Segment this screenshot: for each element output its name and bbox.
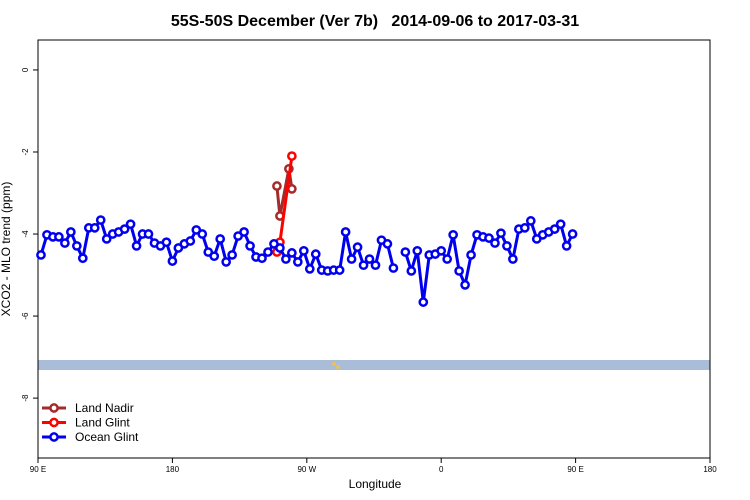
legend-label: Ocean Glint: [75, 430, 139, 444]
y-tick-label: -2: [21, 148, 30, 156]
y-tick-label: -6: [21, 312, 30, 320]
data-point: [227, 250, 237, 260]
legend-marker: [49, 403, 59, 413]
data-point: [197, 229, 208, 239]
data-point: [442, 254, 453, 264]
x-tick-label: 90 E: [567, 465, 583, 474]
data-point: [161, 237, 172, 248]
data-point: [131, 241, 142, 251]
data-point: [287, 184, 297, 194]
legend-marker: [49, 432, 59, 442]
data-point: [292, 257, 303, 267]
y-tick-label: -4: [21, 230, 30, 238]
data-point: [334, 265, 345, 275]
data-point: [496, 228, 506, 239]
y-tick-label: 0: [21, 67, 30, 72]
x-axis-label: Longitude: [349, 477, 402, 491]
reference-band: [38, 360, 710, 370]
data-point: [304, 264, 315, 274]
data-point: [185, 236, 196, 246]
data-point: [54, 232, 64, 242]
data-point: [466, 250, 476, 260]
data-point: [502, 241, 512, 251]
data-point: [525, 216, 536, 226]
data-point: [272, 181, 282, 191]
x-tick-label: 90 W: [297, 465, 316, 474]
legend-marker: [49, 417, 59, 428]
data-point: [508, 254, 518, 264]
data-point: [406, 266, 417, 276]
data-point: [263, 247, 273, 257]
data-point: [101, 234, 112, 244]
data-point: [549, 224, 560, 234]
data-point: [143, 229, 154, 239]
data-point: [287, 151, 297, 161]
legend-label: Land Nadir: [75, 401, 134, 415]
data-point: [71, 241, 82, 251]
data-point: [555, 219, 566, 230]
x-tick-label: 0: [439, 465, 444, 474]
data-point: [436, 245, 447, 256]
reference-dot: [332, 362, 336, 366]
data-point: [221, 257, 232, 267]
data-point: [310, 249, 321, 259]
data-point: [412, 245, 423, 256]
data-point: [298, 245, 309, 256]
data-point: [519, 223, 530, 233]
data-point: [400, 247, 411, 257]
data-point: [239, 227, 249, 237]
x-tick-label: 180: [703, 465, 717, 474]
series-line: [275, 168, 294, 217]
legend-label: Land Glint: [75, 416, 130, 430]
x-tick-label: 90 E: [30, 465, 46, 474]
y-axis-label: XCO2 - MLO trend (ppm): [0, 182, 13, 317]
data-point: [215, 234, 226, 244]
data-point: [245, 241, 255, 251]
data-point: [567, 229, 578, 239]
data-point: [66, 227, 76, 237]
data-point: [448, 229, 458, 240]
data-point: [454, 266, 464, 276]
data-point: [209, 251, 220, 262]
data-point: [60, 238, 70, 248]
data-point: [281, 254, 291, 264]
data-point: [125, 219, 136, 230]
y-tick-label: -8: [21, 394, 30, 402]
data-point: [77, 253, 88, 264]
data-point: [89, 223, 100, 233]
x-tick-label: 180: [166, 465, 180, 474]
data-point: [388, 263, 399, 273]
data-point: [460, 280, 470, 290]
data-point: [119, 224, 130, 234]
chart-title: 55S-50S December (Ver 7b) 2014-09-06 to …: [171, 13, 579, 30]
reference-dot: [336, 365, 340, 369]
data-point: [36, 250, 46, 260]
data-point: [418, 297, 429, 307]
data-point: [484, 233, 494, 243]
data-point: [346, 254, 357, 264]
data-point: [364, 254, 375, 264]
data-point: [358, 260, 369, 271]
data-point: [95, 215, 106, 225]
data-point: [275, 243, 285, 253]
data-point: [352, 242, 363, 253]
data-point: [370, 260, 381, 271]
data-point: [167, 256, 178, 266]
data-point: [287, 248, 297, 258]
data-point: [382, 239, 393, 249]
plot-frame: [37, 39, 711, 459]
data-point: [490, 238, 500, 248]
data-point: [257, 253, 267, 264]
data-point: [561, 241, 572, 251]
data-point: [340, 227, 351, 237]
